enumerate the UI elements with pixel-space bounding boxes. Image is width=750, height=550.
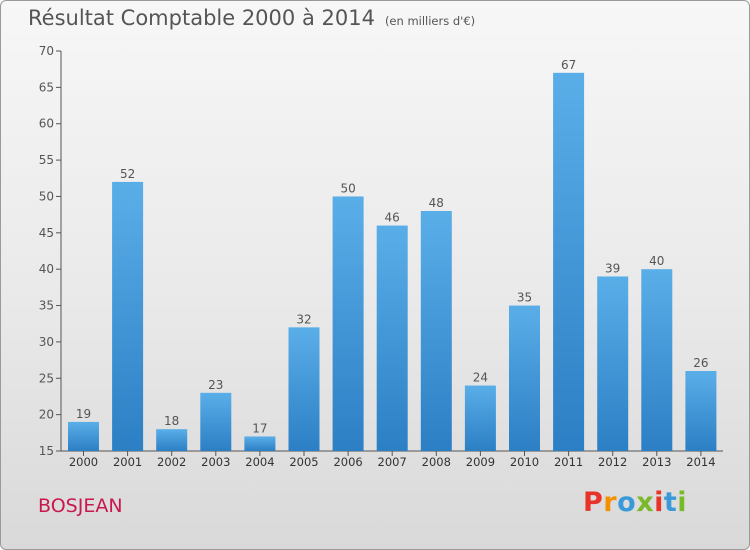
logo-letter: r	[603, 487, 618, 518]
data-label-2012: 39	[605, 261, 620, 275]
data-label-2006: 50	[340, 181, 355, 195]
x-tick-label-2014: 2014	[686, 455, 715, 469]
bar-2013	[641, 269, 673, 451]
bar-2008	[420, 211, 452, 451]
y-tick-label: 50	[39, 189, 54, 203]
proxiti-logo: Proxiti	[583, 487, 687, 518]
y-tick-label: 20	[39, 408, 54, 422]
y-tick-label: 30	[39, 335, 54, 349]
x-tick-label-2003: 2003	[201, 455, 230, 469]
x-tick-label-2002: 2002	[157, 455, 186, 469]
bar-2009	[464, 385, 496, 451]
bar-2010	[509, 305, 540, 451]
data-label-2001: 52	[120, 167, 135, 181]
y-tick-label: 65	[39, 80, 54, 94]
chart-axes: 15 20 25 30 35 40 45 50 55 60 65 70 2000 2001 2002 2003…	[39, 44, 723, 469]
bar-2002	[156, 429, 188, 451]
bar-2007	[376, 225, 408, 451]
x-tick-label-2011: 2011	[554, 455, 583, 469]
logo-letter: o	[617, 487, 637, 518]
bar-2004	[244, 436, 276, 451]
logo-letter: i	[654, 487, 664, 518]
bar-2011	[553, 72, 585, 452]
data-label-2000: 19	[76, 407, 91, 421]
x-tick-label-2001: 2001	[113, 455, 142, 469]
y-tick-label: 25	[39, 371, 54, 385]
data-label-2007: 46	[385, 211, 400, 225]
data-label-2014: 26	[693, 356, 708, 370]
x-tick-label-2009: 2009	[466, 455, 495, 469]
data-label-2004: 17	[252, 421, 267, 435]
x-tick-label-2008: 2008	[422, 455, 451, 469]
data-label-2011: 67	[561, 58, 576, 72]
data-label-2010: 35	[517, 291, 532, 305]
y-tick-label: 60	[39, 117, 54, 131]
y-tick-label: 70	[39, 44, 54, 58]
bar-2012	[597, 276, 629, 451]
chart-subtitle: (en milliers d'€)	[384, 14, 476, 28]
bar-2001	[112, 181, 144, 451]
data-label-2005: 32	[296, 312, 311, 326]
bar-2000	[68, 421, 99, 451]
x-tick-label-2004: 2004	[245, 455, 274, 469]
bar-2006	[332, 196, 364, 451]
chart-title: Résultat Comptable 2000 à 2014 (en millie…	[28, 6, 475, 30]
logo-letter: t	[663, 487, 678, 518]
logo-letter: P	[583, 487, 604, 518]
bar-2014	[685, 371, 717, 451]
x-tick-label-2012: 2012	[598, 455, 627, 469]
data-label-2013: 40	[649, 254, 664, 268]
x-tick-label-2006: 2006	[333, 455, 362, 469]
x-tick-label-2010: 2010	[510, 455, 539, 469]
chart-bars: 19 52 18 23 17 32 50 46 48 24 35 67 39 40 26	[68, 58, 717, 452]
logo-letter: i	[677, 487, 688, 518]
commune-name: BOSJEAN	[38, 495, 123, 517]
logo-letter: x	[636, 487, 655, 518]
bar-2005	[288, 327, 320, 451]
y-tick-label: 55	[39, 153, 54, 167]
x-tick-label-2005: 2005	[289, 455, 318, 469]
chart-title-text: Résultat Comptable 2000 à 2014	[28, 6, 375, 30]
y-tick-label: 15	[39, 444, 54, 458]
bar-2003	[200, 392, 232, 451]
x-tick-label-2007: 2007	[378, 455, 407, 469]
x-tick-label-2013: 2013	[642, 455, 671, 469]
y-tick-label: 40	[39, 262, 54, 276]
x-tick-label-2000: 2000	[69, 455, 98, 469]
y-tick-label: 45	[39, 226, 54, 240]
y-tick-label: 35	[39, 299, 54, 313]
data-label-2008: 48	[429, 196, 444, 210]
data-label-2002: 18	[164, 414, 179, 428]
data-label-2003: 23	[208, 378, 223, 392]
data-label-2009: 24	[473, 371, 488, 385]
